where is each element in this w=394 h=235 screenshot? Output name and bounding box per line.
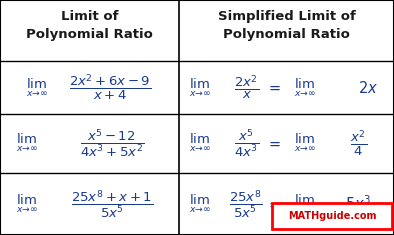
Text: Simplified Limit of
Polynomial Ratio: Simplified Limit of Polynomial Ratio (218, 10, 355, 41)
Text: $\dfrac{x^5}{4x^3}$: $\dfrac{x^5}{4x^3}$ (234, 127, 259, 159)
Text: $=$: $=$ (266, 80, 282, 95)
Text: $\lim_{x\to\infty}$: $\lim_{x\to\infty}$ (294, 193, 316, 215)
Text: $\lim_{x\to\infty}$: $\lim_{x\to\infty}$ (189, 132, 211, 154)
Text: $\lim_{x\to\infty}$: $\lim_{x\to\infty}$ (16, 193, 38, 215)
Text: $\lim_{x\to\infty}$: $\lim_{x\to\infty}$ (189, 77, 211, 98)
Text: $\dfrac{25x^8+x+1}{5x^5}$: $\dfrac{25x^8+x+1}{5x^5}$ (71, 188, 153, 220)
Text: $\dfrac{25x^8}{5x^5}$: $\dfrac{25x^8}{5x^5}$ (229, 188, 263, 220)
FancyBboxPatch shape (272, 203, 392, 229)
Text: $\dfrac{2x^2}{x}$: $\dfrac{2x^2}{x}$ (234, 74, 259, 101)
Text: $\dfrac{x^2}{4}$: $\dfrac{x^2}{4}$ (350, 129, 367, 158)
Text: MATHguide.com: MATHguide.com (288, 211, 376, 221)
Text: $\lim_{x\to\infty}$: $\lim_{x\to\infty}$ (16, 132, 38, 154)
Text: $\lim_{x\to\infty}$: $\lim_{x\to\infty}$ (294, 77, 316, 98)
Text: Limit of
Polynomial Ratio: Limit of Polynomial Ratio (26, 10, 153, 41)
Text: $\dfrac{2x^2+6x-9}{x+4}$: $\dfrac{2x^2+6x-9}{x+4}$ (69, 73, 151, 102)
Text: $5x^3$: $5x^3$ (346, 195, 372, 213)
Text: $\lim_{x\to\infty}$: $\lim_{x\to\infty}$ (294, 132, 316, 154)
Text: $\lim_{x\to\infty}$: $\lim_{x\to\infty}$ (26, 77, 48, 98)
Text: $\lim_{x\to\infty}$: $\lim_{x\to\infty}$ (189, 193, 211, 215)
Text: $=$: $=$ (266, 196, 282, 211)
Text: $=$: $=$ (266, 136, 282, 151)
Text: $2x$: $2x$ (359, 79, 378, 96)
Text: $\dfrac{x^5-12}{4x^3+5x^2}$: $\dfrac{x^5-12}{4x^3+5x^2}$ (80, 127, 145, 159)
